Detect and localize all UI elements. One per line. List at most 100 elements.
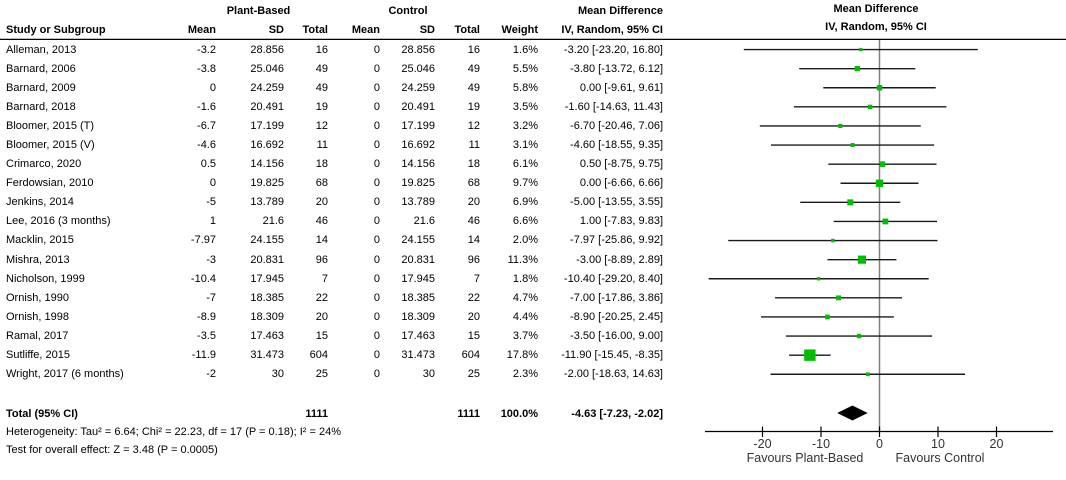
pb-sd: 13.789 [250, 196, 284, 209]
control-sd: 17.463 [401, 329, 435, 342]
control-mean: 0 [373, 215, 380, 228]
favours-left-label: Favours Plant-Based [746, 451, 864, 465]
study-name: Barnard, 2006 [6, 62, 76, 75]
md-ci-text: -4.60 [-18.55, 9.35] [570, 139, 663, 152]
axis-tick-label: -20 [753, 437, 772, 451]
effect-square [879, 161, 886, 167]
control-total: 49 [467, 81, 480, 94]
effect-square [868, 104, 873, 109]
control-sd: 20.491 [401, 100, 435, 113]
pb-mean: 0 [209, 177, 216, 190]
control-total: 96 [467, 253, 480, 266]
control-mean: 0 [373, 100, 380, 113]
weight-value: 3.1% [512, 139, 538, 152]
control-total: 12 [467, 119, 480, 132]
weight-value: 1.8% [512, 272, 538, 285]
weight-value: 4.7% [512, 291, 538, 304]
control-total: 68 [467, 177, 480, 190]
pb-total: 20 [315, 196, 328, 209]
pb-mean: -5 [206, 196, 216, 209]
md-ci-text: -3.00 [-8.89, 2.89] [576, 253, 663, 266]
col-header-weight: Weight [501, 23, 538, 36]
control-total: 16 [467, 43, 480, 56]
control-total: 49 [467, 62, 480, 75]
pb-total: 22 [315, 291, 328, 304]
pb-mean: -4.6 [197, 139, 216, 152]
md-ci-text: -2.00 [-18.63, 14.63] [563, 368, 663, 381]
pb-total: 20 [315, 310, 328, 323]
col-header-control-sd: SD [419, 23, 435, 36]
pb-mean: -7.97 [190, 234, 216, 247]
pb-mean: 0.5 [200, 158, 216, 171]
control-sd: 18.309 [401, 310, 435, 323]
plot-header-method: IV, Random, 95% CI [825, 21, 927, 33]
pb-sd: 24.259 [250, 81, 284, 94]
effect-square [865, 372, 870, 377]
control-mean: 0 [373, 253, 380, 266]
weight-value: 6.9% [512, 196, 538, 209]
md-ci-text: 0.00 [-6.66, 6.66] [579, 177, 663, 190]
pb-mean: -3 [206, 253, 216, 266]
effect-square [859, 47, 863, 52]
md-ci-text: -1.60 [-14.63, 11.43] [564, 100, 663, 113]
study-name: Bloomer, 2015 (T) [6, 119, 95, 132]
control-total: 20 [467, 196, 480, 209]
effect-square [882, 218, 889, 225]
pb-sd: 18.309 [250, 310, 284, 323]
study-row: Bloomer, 2015 (V) -4.6 16.692 11 0 16.692 11 3.… [0, 135, 667, 154]
col-header-md-ci: IV, Random, 95% CI [561, 23, 663, 36]
study-row: Lee, 2016 (3 months) 1 21.6 46 0 21.6 46 6.6% 1.… [0, 212, 667, 231]
pb-total: 14 [315, 234, 328, 247]
md-ci-text: -5.00 [-13.55, 3.55] [570, 196, 663, 209]
control-total: 604 [461, 349, 480, 362]
study-name: Alleman, 2013 [6, 43, 77, 56]
pb-sd: 28.856 [250, 43, 284, 56]
effect-square [850, 143, 855, 148]
control-sd: 19.825 [401, 177, 435, 190]
study-name: Nicholson, 1999 [6, 272, 85, 285]
study-row: Ornish, 1990 -7 18.385 22 0 18.385 22 4.7% -7.00… [0, 288, 667, 307]
pb-sd: 21.6 [262, 215, 284, 228]
control-mean: 0 [373, 177, 380, 190]
study-row: Barnard, 2009 0 24.259 49 0 24.259 49 5.8% 0.00 … [0, 78, 667, 97]
pb-mean: -3.2 [197, 43, 216, 56]
study-row: Crimarco, 2020 0.5 14.156 18 0 14.156 18 6.1% 0.… [0, 155, 667, 174]
control-mean: 0 [373, 349, 380, 362]
pb-mean: 1 [209, 215, 216, 228]
md-ci-text: 1.00 [-7.83, 9.83] [579, 215, 663, 228]
weight-value: 1.6% [512, 43, 538, 56]
control-mean: 0 [373, 310, 380, 323]
pb-sd: 17.199 [250, 119, 284, 132]
md-ci-text: -3.80 [-13.72, 6.12] [570, 62, 663, 75]
study-row: Bloomer, 2015 (T) -6.7 17.199 12 0 17.199 12 3.… [0, 116, 667, 135]
md-ci-text: -7.00 [-17.86, 3.86] [570, 291, 663, 304]
pb-sd: 30 [271, 368, 284, 381]
control-total: 18 [467, 158, 480, 171]
pb-mean: -11.9 [191, 349, 216, 362]
pb-total: 46 [315, 215, 328, 228]
pb-mean: -10.4 [190, 272, 216, 285]
control-mean: 0 [373, 272, 380, 285]
study-name: Ornish, 1998 [6, 310, 69, 323]
control-total: 14 [467, 234, 480, 247]
weight-value: 5.8% [512, 81, 538, 94]
weight-value: 17.8% [506, 349, 538, 362]
study-row: Sutliffe, 2015 -11.9 31.473 604 0 31.473 604 17… [0, 346, 667, 365]
weight-value: 2.3% [512, 368, 538, 381]
pb-total: 12 [315, 119, 328, 132]
axis-tick-label: 10 [931, 437, 945, 451]
pb-total: 49 [315, 62, 328, 75]
study-name: Bloomer, 2015 (V) [6, 139, 95, 152]
md-ci-text: 0.50 [-8.75, 9.75] [579, 158, 663, 171]
study-rows: Alleman, 2013 -3.2 28.856 16 0 28.856 16 1.6% -3… [0, 40, 667, 384]
weight-value: 3.2% [512, 119, 538, 132]
control-mean: 0 [373, 196, 380, 209]
weight-value: 11.3% [507, 253, 538, 266]
control-mean: 0 [373, 62, 380, 75]
weight-value: 4.4% [512, 310, 538, 323]
control-sd: 18.385 [401, 291, 435, 304]
control-sd: 24.259 [401, 81, 435, 94]
effect-square [847, 199, 854, 206]
